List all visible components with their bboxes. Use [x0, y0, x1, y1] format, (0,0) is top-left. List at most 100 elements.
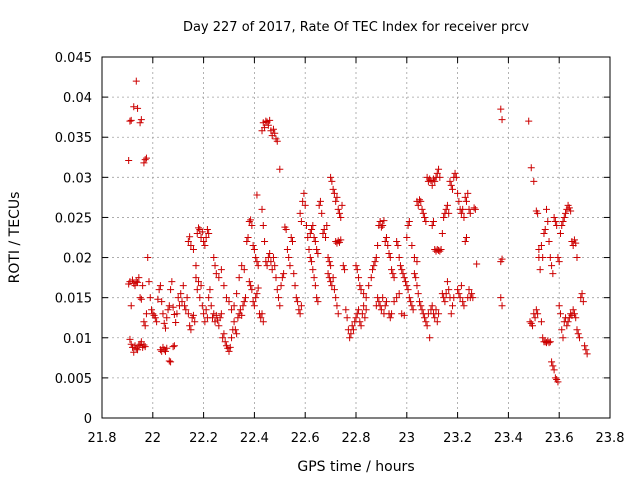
data-point [205, 294, 213, 302]
data-point [555, 302, 563, 310]
data-point [130, 348, 138, 356]
data-point [548, 262, 556, 270]
data-point [151, 314, 159, 322]
data-point [537, 242, 545, 250]
data-point [242, 294, 250, 302]
data-point [386, 314, 394, 322]
data-point [380, 217, 388, 225]
data-point [202, 306, 210, 314]
data-point [305, 246, 313, 254]
data-point [327, 173, 335, 181]
data-point [461, 193, 469, 201]
data-point [261, 238, 269, 246]
data-point [454, 286, 462, 294]
data-point [437, 246, 445, 254]
data-point [497, 294, 505, 302]
data-point [139, 282, 147, 290]
data-point [436, 173, 444, 181]
data-point [352, 314, 360, 322]
data-point [264, 121, 272, 129]
data-point [162, 324, 169, 332]
data-point [217, 310, 225, 318]
data-point [200, 238, 208, 246]
data-point [250, 302, 258, 310]
data-point [296, 209, 304, 217]
data-point [212, 270, 220, 278]
data-point [393, 294, 401, 302]
data-point [149, 310, 157, 318]
data-point [423, 322, 431, 330]
data-point [360, 302, 368, 310]
data-point [558, 326, 566, 334]
data-point [184, 310, 192, 318]
data-point [196, 294, 204, 302]
data-point [341, 266, 349, 274]
data-point [135, 274, 143, 282]
data-point [449, 302, 457, 310]
data-point [140, 159, 148, 167]
data-point [173, 310, 181, 318]
data-point [497, 105, 505, 113]
data-point [390, 298, 398, 306]
data-point [302, 221, 310, 229]
data-point [278, 274, 286, 282]
data-point [581, 342, 589, 350]
data-point [465, 205, 473, 213]
data-point [165, 302, 173, 310]
data-point [577, 294, 585, 302]
data-point [211, 262, 219, 270]
data-point [371, 258, 379, 266]
data-point [308, 225, 316, 233]
data-point [545, 238, 553, 246]
data-point [471, 205, 479, 213]
data-point [582, 346, 590, 354]
data-point [198, 302, 206, 310]
data-point [324, 270, 332, 278]
data-point [291, 282, 299, 290]
data-point [438, 229, 446, 237]
data-point [205, 229, 213, 237]
data-point [177, 290, 185, 298]
y-tick-label: 0 [84, 412, 92, 427]
data-point [445, 209, 453, 217]
data-point [549, 270, 557, 278]
data-point [408, 242, 416, 250]
data-point [413, 282, 421, 290]
data-point [377, 306, 385, 314]
data-point [376, 217, 384, 225]
data-point [208, 314, 216, 322]
data-point [217, 266, 225, 274]
data-point [440, 294, 448, 302]
data-point [410, 254, 418, 262]
data-point [365, 282, 373, 290]
data-point [183, 294, 191, 302]
data-point [338, 201, 346, 209]
data-point [433, 169, 441, 177]
x-tick-label: 22.4 [240, 431, 269, 446]
data-point [385, 250, 393, 258]
data-point [449, 185, 457, 193]
data-point [559, 334, 567, 342]
data-point [418, 205, 426, 213]
data-point [240, 298, 248, 306]
data-point [297, 217, 305, 225]
data-point [565, 204, 573, 212]
data-point [245, 217, 253, 225]
data-points [125, 77, 591, 386]
data-point [456, 294, 464, 302]
data-point [233, 290, 241, 298]
data-point [140, 318, 148, 326]
data-point [330, 286, 338, 294]
data-point [258, 310, 266, 318]
data-point [461, 238, 469, 246]
data-point [296, 310, 304, 318]
data-point [226, 343, 234, 351]
data-point [195, 224, 203, 232]
data-point [309, 221, 317, 229]
data-point [182, 306, 190, 314]
data-point [468, 290, 476, 298]
data-point [403, 282, 411, 290]
data-point [327, 278, 335, 286]
data-point [248, 286, 256, 294]
